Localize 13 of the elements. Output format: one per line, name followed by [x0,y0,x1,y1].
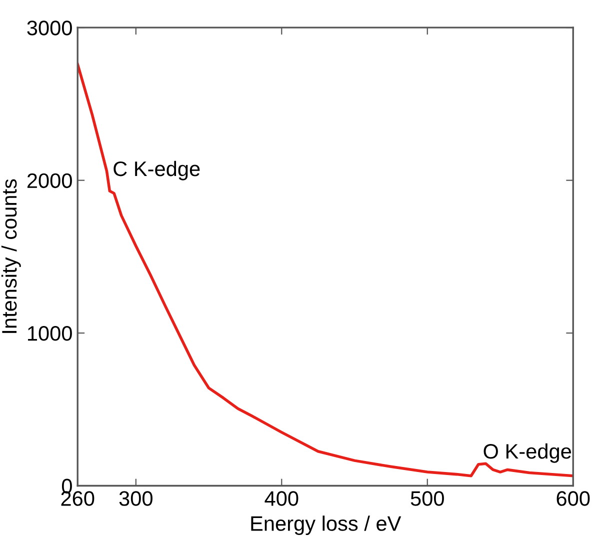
line-series [78,62,574,478]
x-tick-label: 260 [61,491,94,506]
x-tick-label: 400 [264,491,298,506]
y-tick-label: 1000 [28,326,72,341]
x-tick-label: 300 [119,491,152,506]
y-axis-title: Intensity / counts [1,179,21,333]
x-tick-label: 600 [556,491,590,506]
y-tick-label: 3000 [27,20,72,36]
y-tick-label: 2000 [27,173,72,188]
x-axis-title: Energy loss / eV [251,516,402,536]
annotation: O K-edge [484,443,572,463]
x-tick-label: 500 [410,491,444,506]
annotation: C K-edge [114,160,200,180]
